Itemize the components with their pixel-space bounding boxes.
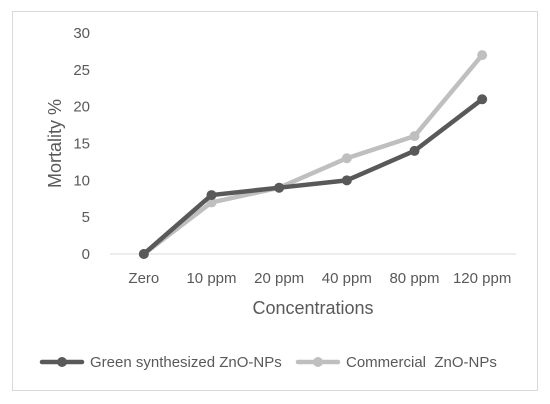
x-tick-label: 40 ppm bbox=[322, 270, 372, 287]
data-point bbox=[138, 249, 149, 259]
legend-swatch-marker bbox=[57, 357, 67, 367]
x-axis-title: Concentrations bbox=[252, 298, 373, 318]
legend: Green synthesized ZnO-NPs Commercial ZnO-… bbox=[39, 354, 497, 371]
y-tick-label: 25 bbox=[73, 62, 90, 79]
series-2 bbox=[138, 50, 488, 259]
series-1 bbox=[138, 94, 488, 259]
data-point bbox=[341, 175, 352, 186]
y-tick-label: 20 bbox=[73, 99, 90, 116]
legend-swatch-marker bbox=[313, 357, 323, 367]
x-tick-label: 120 ppm bbox=[453, 270, 511, 287]
y-tick-label: 5 bbox=[82, 209, 90, 226]
x-tick-label: 80 ppm bbox=[389, 270, 439, 287]
legend-item: Green synthesized ZnO-NPs bbox=[39, 354, 282, 371]
chart-frame bbox=[12, 11, 538, 391]
y-tick-label: 10 bbox=[73, 172, 90, 189]
data-point bbox=[409, 131, 420, 142]
series-layer bbox=[138, 50, 488, 259]
x-axis-ticks: Zero 10 ppm 20 ppm 40 ppm 80 ppm 120 ppm bbox=[128, 270, 511, 287]
legend-item: Commercial ZnO-NPs bbox=[295, 354, 497, 371]
y-axis-title: Mortality % bbox=[45, 99, 65, 188]
y-tick-label: 0 bbox=[82, 246, 90, 263]
series-line bbox=[141, 97, 485, 257]
data-point bbox=[409, 145, 420, 156]
data-point bbox=[477, 94, 488, 105]
data-point bbox=[206, 190, 217, 201]
y-tick-label: 15 bbox=[73, 136, 90, 153]
x-tick-label: Zero bbox=[128, 270, 159, 287]
x-tick-label: 10 ppm bbox=[186, 270, 236, 287]
y-axis-ticks: 0 5 10 15 20 25 30 bbox=[73, 25, 90, 263]
legend-label: Green synthesized ZnO-NPs bbox=[90, 354, 282, 371]
data-point bbox=[274, 182, 285, 193]
y-tick-label: 30 bbox=[73, 25, 90, 42]
series-line bbox=[141, 52, 485, 257]
data-point bbox=[341, 153, 352, 164]
data-point bbox=[477, 50, 488, 61]
legend-label: Commercial ZnO-NPs bbox=[346, 354, 497, 371]
x-tick-label: 20 ppm bbox=[254, 270, 304, 287]
